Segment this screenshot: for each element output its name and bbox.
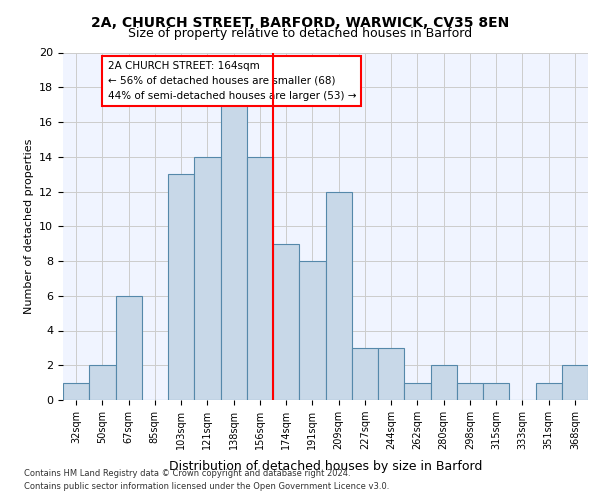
Bar xyxy=(273,244,299,400)
Bar xyxy=(325,192,352,400)
Bar xyxy=(89,365,115,400)
Text: Contains public sector information licensed under the Open Government Licence v3: Contains public sector information licen… xyxy=(24,482,389,491)
Bar xyxy=(431,365,457,400)
Bar xyxy=(352,348,378,400)
Bar xyxy=(536,382,562,400)
Bar xyxy=(115,296,142,400)
Bar xyxy=(63,382,89,400)
Text: Size of property relative to detached houses in Barford: Size of property relative to detached ho… xyxy=(128,26,472,40)
Bar xyxy=(221,104,247,400)
Bar xyxy=(483,382,509,400)
Text: 2A CHURCH STREET: 164sqm
← 56% of detached houses are smaller (68)
44% of semi-d: 2A CHURCH STREET: 164sqm ← 56% of detach… xyxy=(107,61,356,101)
Bar xyxy=(168,174,194,400)
Bar xyxy=(194,157,221,400)
Bar xyxy=(299,261,325,400)
Bar xyxy=(562,365,588,400)
X-axis label: Distribution of detached houses by size in Barford: Distribution of detached houses by size … xyxy=(169,460,482,473)
Text: Contains HM Land Registry data © Crown copyright and database right 2024.: Contains HM Land Registry data © Crown c… xyxy=(24,468,350,477)
Bar xyxy=(247,157,273,400)
Y-axis label: Number of detached properties: Number of detached properties xyxy=(23,138,34,314)
Bar xyxy=(378,348,404,400)
Text: 2A, CHURCH STREET, BARFORD, WARWICK, CV35 8EN: 2A, CHURCH STREET, BARFORD, WARWICK, CV3… xyxy=(91,16,509,30)
Bar xyxy=(404,382,431,400)
Bar xyxy=(457,382,483,400)
